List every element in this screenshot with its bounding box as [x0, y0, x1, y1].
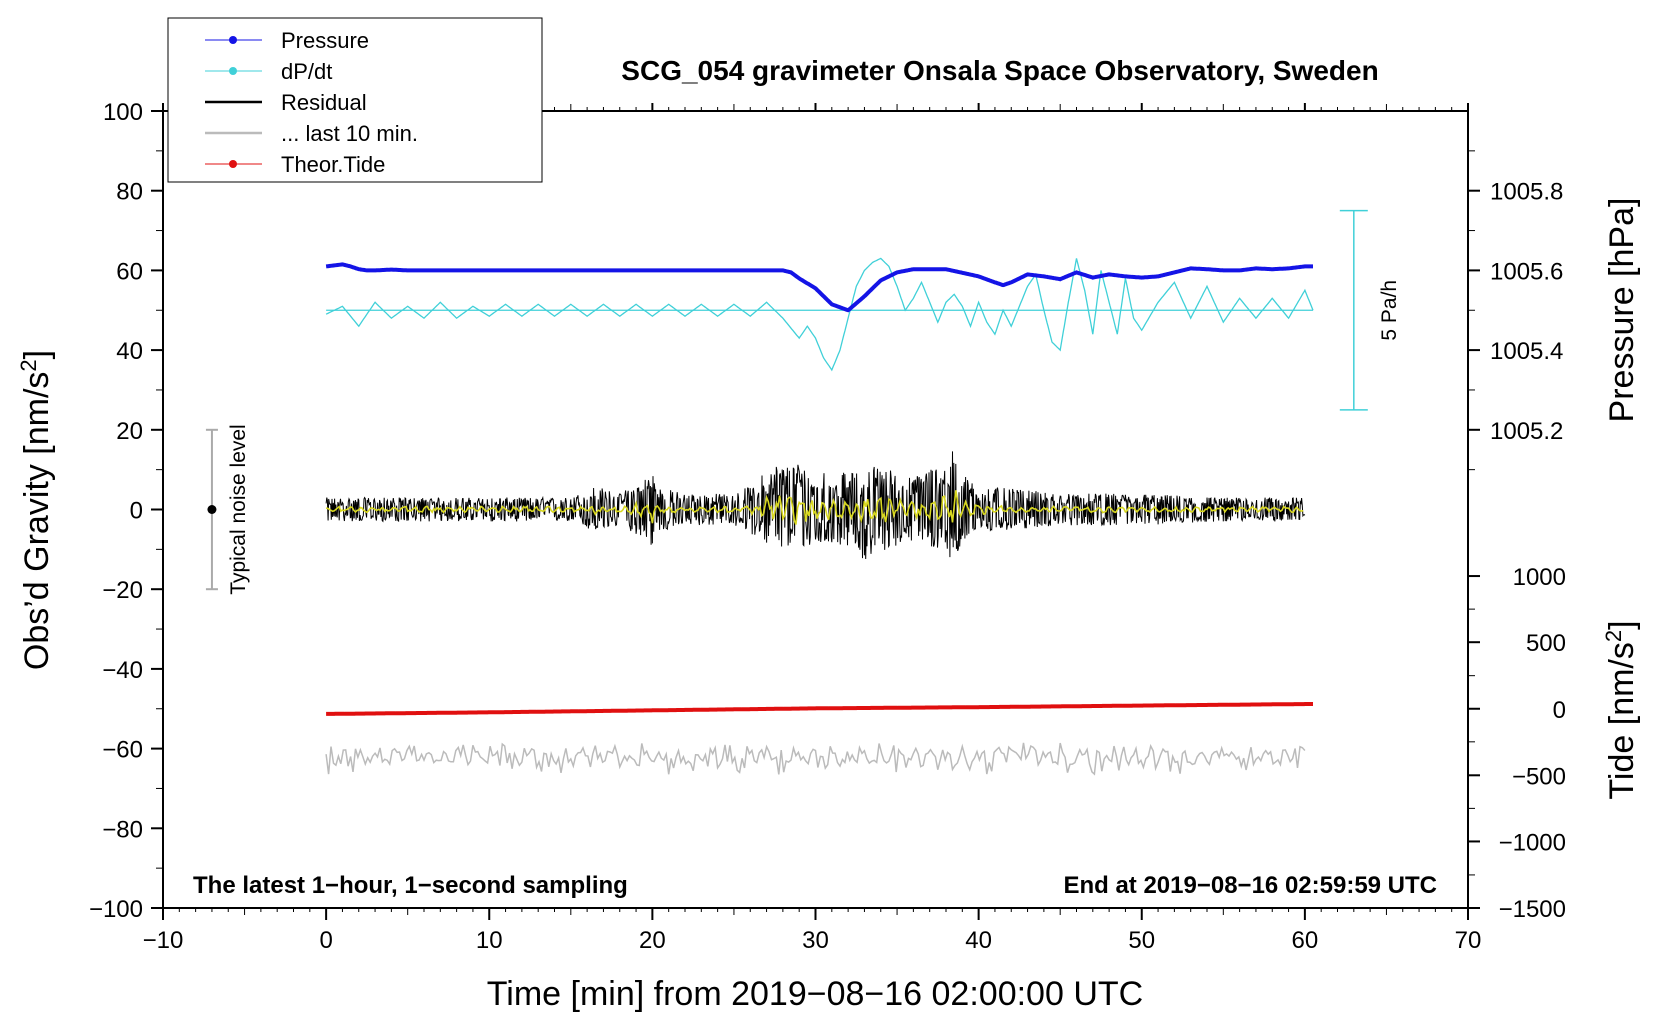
- end-time-note: End at 2019−08−16 02:59:59 UTC: [1063, 872, 1437, 899]
- y-tick-label: −40: [102, 657, 143, 684]
- y-tick-label: 40: [116, 338, 143, 365]
- pressure-tick-label: 1005.6: [1490, 258, 1563, 285]
- noise-bar-label: Typical noise level: [227, 424, 250, 594]
- y-tick-label: 80: [116, 179, 143, 206]
- annotations-layer: Typical noise level 5 Pa/h: [205, 209, 1401, 595]
- legend-label-3: ... last 10 min.: [281, 121, 418, 146]
- x-tick-label: 50: [1128, 927, 1155, 954]
- x-tick-label: −10: [143, 927, 184, 954]
- x-tick-label: 30: [802, 927, 829, 954]
- pressure-tick-label: 1005.8: [1490, 179, 1563, 206]
- tide-tick-label: −1500: [1499, 896, 1566, 923]
- series-dpdt-line: [325, 257, 1314, 372]
- legend-label-0: Pressure: [281, 28, 369, 53]
- x-axis-title: Time [min] from 2019−08−16 02:00:00 UTC: [487, 975, 1143, 1013]
- series-residual-line: [325, 451, 1306, 560]
- pressure-tick-label: 1005.4: [1490, 338, 1563, 365]
- legend-label-2: Residual: [281, 90, 367, 115]
- legend: Pressure dP/dt Residual ... last 10 min. The…: [167, 17, 543, 183]
- tide-tick-label: −500: [1512, 763, 1566, 790]
- legend-marker-0: [229, 36, 237, 44]
- x-tick-label: 0: [319, 927, 332, 954]
- y-axis-title-left: Obs’d Gravity [nm/s2]: [16, 350, 56, 670]
- legend-entries: Pressure dP/dt Residual ... last 10 min. The…: [205, 28, 418, 177]
- y-tick-label: 100: [103, 99, 143, 126]
- legend-label-4: Theor.Tide: [281, 152, 385, 177]
- y-tick-label: 60: [116, 258, 143, 285]
- y-tick-label: 20: [116, 418, 143, 445]
- x-tick-label: 70: [1455, 927, 1482, 954]
- sampling-note: The latest 1−hour, 1−second sampling: [193, 872, 628, 899]
- x-tick-label: 40: [965, 927, 992, 954]
- tide-tick-label: −1000: [1499, 829, 1566, 856]
- noise-bar-dot: [207, 505, 217, 514]
- y-tick-label: −60: [102, 737, 143, 764]
- series-pressure-line: [325, 262, 1313, 313]
- y-tick-label: −80: [102, 816, 143, 843]
- chart-title: SCG_054 gravimeter Onsala Space Observat…: [621, 55, 1378, 86]
- pressure-tick-label: 1005.2: [1490, 418, 1563, 445]
- rate-bar-label: 5 Pa/h: [1378, 280, 1401, 341]
- y-tick-label: −20: [102, 577, 143, 604]
- legend-marker-4: [229, 160, 237, 168]
- tide-tick-label: 500: [1526, 630, 1566, 657]
- y-axis-title-tide: Tide [nm/s2]: [1601, 620, 1641, 799]
- series-last10-line: [325, 742, 1306, 776]
- legend-marker-1: [229, 67, 237, 75]
- legend-box: [167, 17, 543, 183]
- tide-tick-label: 1000: [1513, 564, 1566, 591]
- series-residual-smoothed-line: [325, 490, 1304, 525]
- x-tick-label: 60: [1292, 927, 1319, 954]
- series-layer: [325, 257, 1314, 776]
- x-tick-label: 10: [476, 927, 503, 954]
- axis-ticks-layer: −10 0 10 20 30 40 50 60 70100806040200−20−40−60−…: [89, 99, 1566, 954]
- legend-label-1: dP/dt: [281, 59, 332, 84]
- y-axis-title-pressure: Pressure [hPa]: [1603, 198, 1641, 423]
- x-tick-label: 20: [639, 927, 666, 954]
- y-tick-label: 0: [130, 498, 143, 525]
- y-tick-label: −100: [89, 896, 143, 923]
- tide-tick-label: 0: [1553, 697, 1566, 724]
- series-tide-line: [326, 702, 1313, 716]
